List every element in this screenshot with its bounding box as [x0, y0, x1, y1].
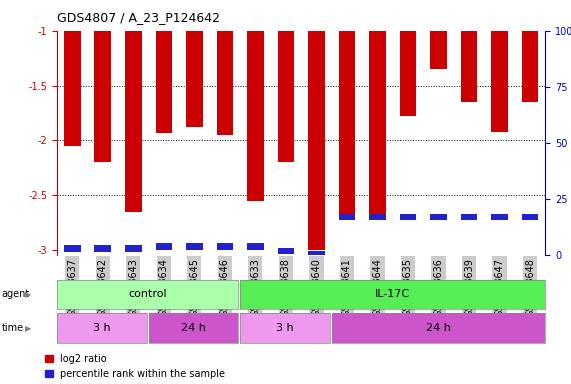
Text: control: control — [128, 289, 167, 300]
Bar — [216, 243, 234, 250]
Legend: log2 ratio, percentile rank within the sample: log2 ratio, percentile rank within the s… — [45, 354, 226, 379]
Bar — [125, 0, 142, 212]
Bar — [278, 248, 294, 254]
Bar — [308, 251, 325, 258]
Bar — [369, 0, 386, 219]
Bar — [64, 0, 81, 146]
Bar — [522, 214, 538, 220]
Text: ▶: ▶ — [25, 324, 31, 333]
Bar — [155, 243, 172, 250]
Text: ▶: ▶ — [25, 290, 31, 299]
Bar — [125, 245, 142, 252]
Bar — [247, 243, 264, 250]
Text: 24 h: 24 h — [426, 323, 451, 333]
Bar — [308, 0, 325, 250]
Bar — [491, 214, 508, 220]
Bar — [339, 214, 355, 220]
Bar — [430, 214, 447, 220]
Bar — [339, 0, 355, 217]
Bar — [94, 0, 111, 162]
Text: GDS4807 / A_23_P124642: GDS4807 / A_23_P124642 — [57, 12, 220, 25]
Bar — [400, 0, 416, 116]
Bar — [186, 243, 203, 250]
Text: time: time — [2, 323, 24, 333]
Bar — [186, 0, 203, 127]
Text: 3 h: 3 h — [93, 323, 111, 333]
Bar — [461, 214, 477, 220]
Bar — [278, 0, 294, 162]
Bar — [155, 0, 172, 132]
Text: 3 h: 3 h — [276, 323, 294, 333]
Bar — [64, 245, 81, 252]
Bar — [430, 0, 447, 69]
Bar — [491, 0, 508, 132]
Bar — [400, 214, 416, 220]
Text: 24 h: 24 h — [181, 323, 206, 333]
Text: agent: agent — [2, 289, 30, 300]
Bar — [216, 0, 234, 135]
Text: IL-17C: IL-17C — [375, 289, 411, 300]
Bar — [247, 0, 264, 200]
Bar — [94, 245, 111, 252]
Bar — [461, 0, 477, 102]
Bar — [369, 214, 386, 220]
Bar — [522, 0, 538, 102]
